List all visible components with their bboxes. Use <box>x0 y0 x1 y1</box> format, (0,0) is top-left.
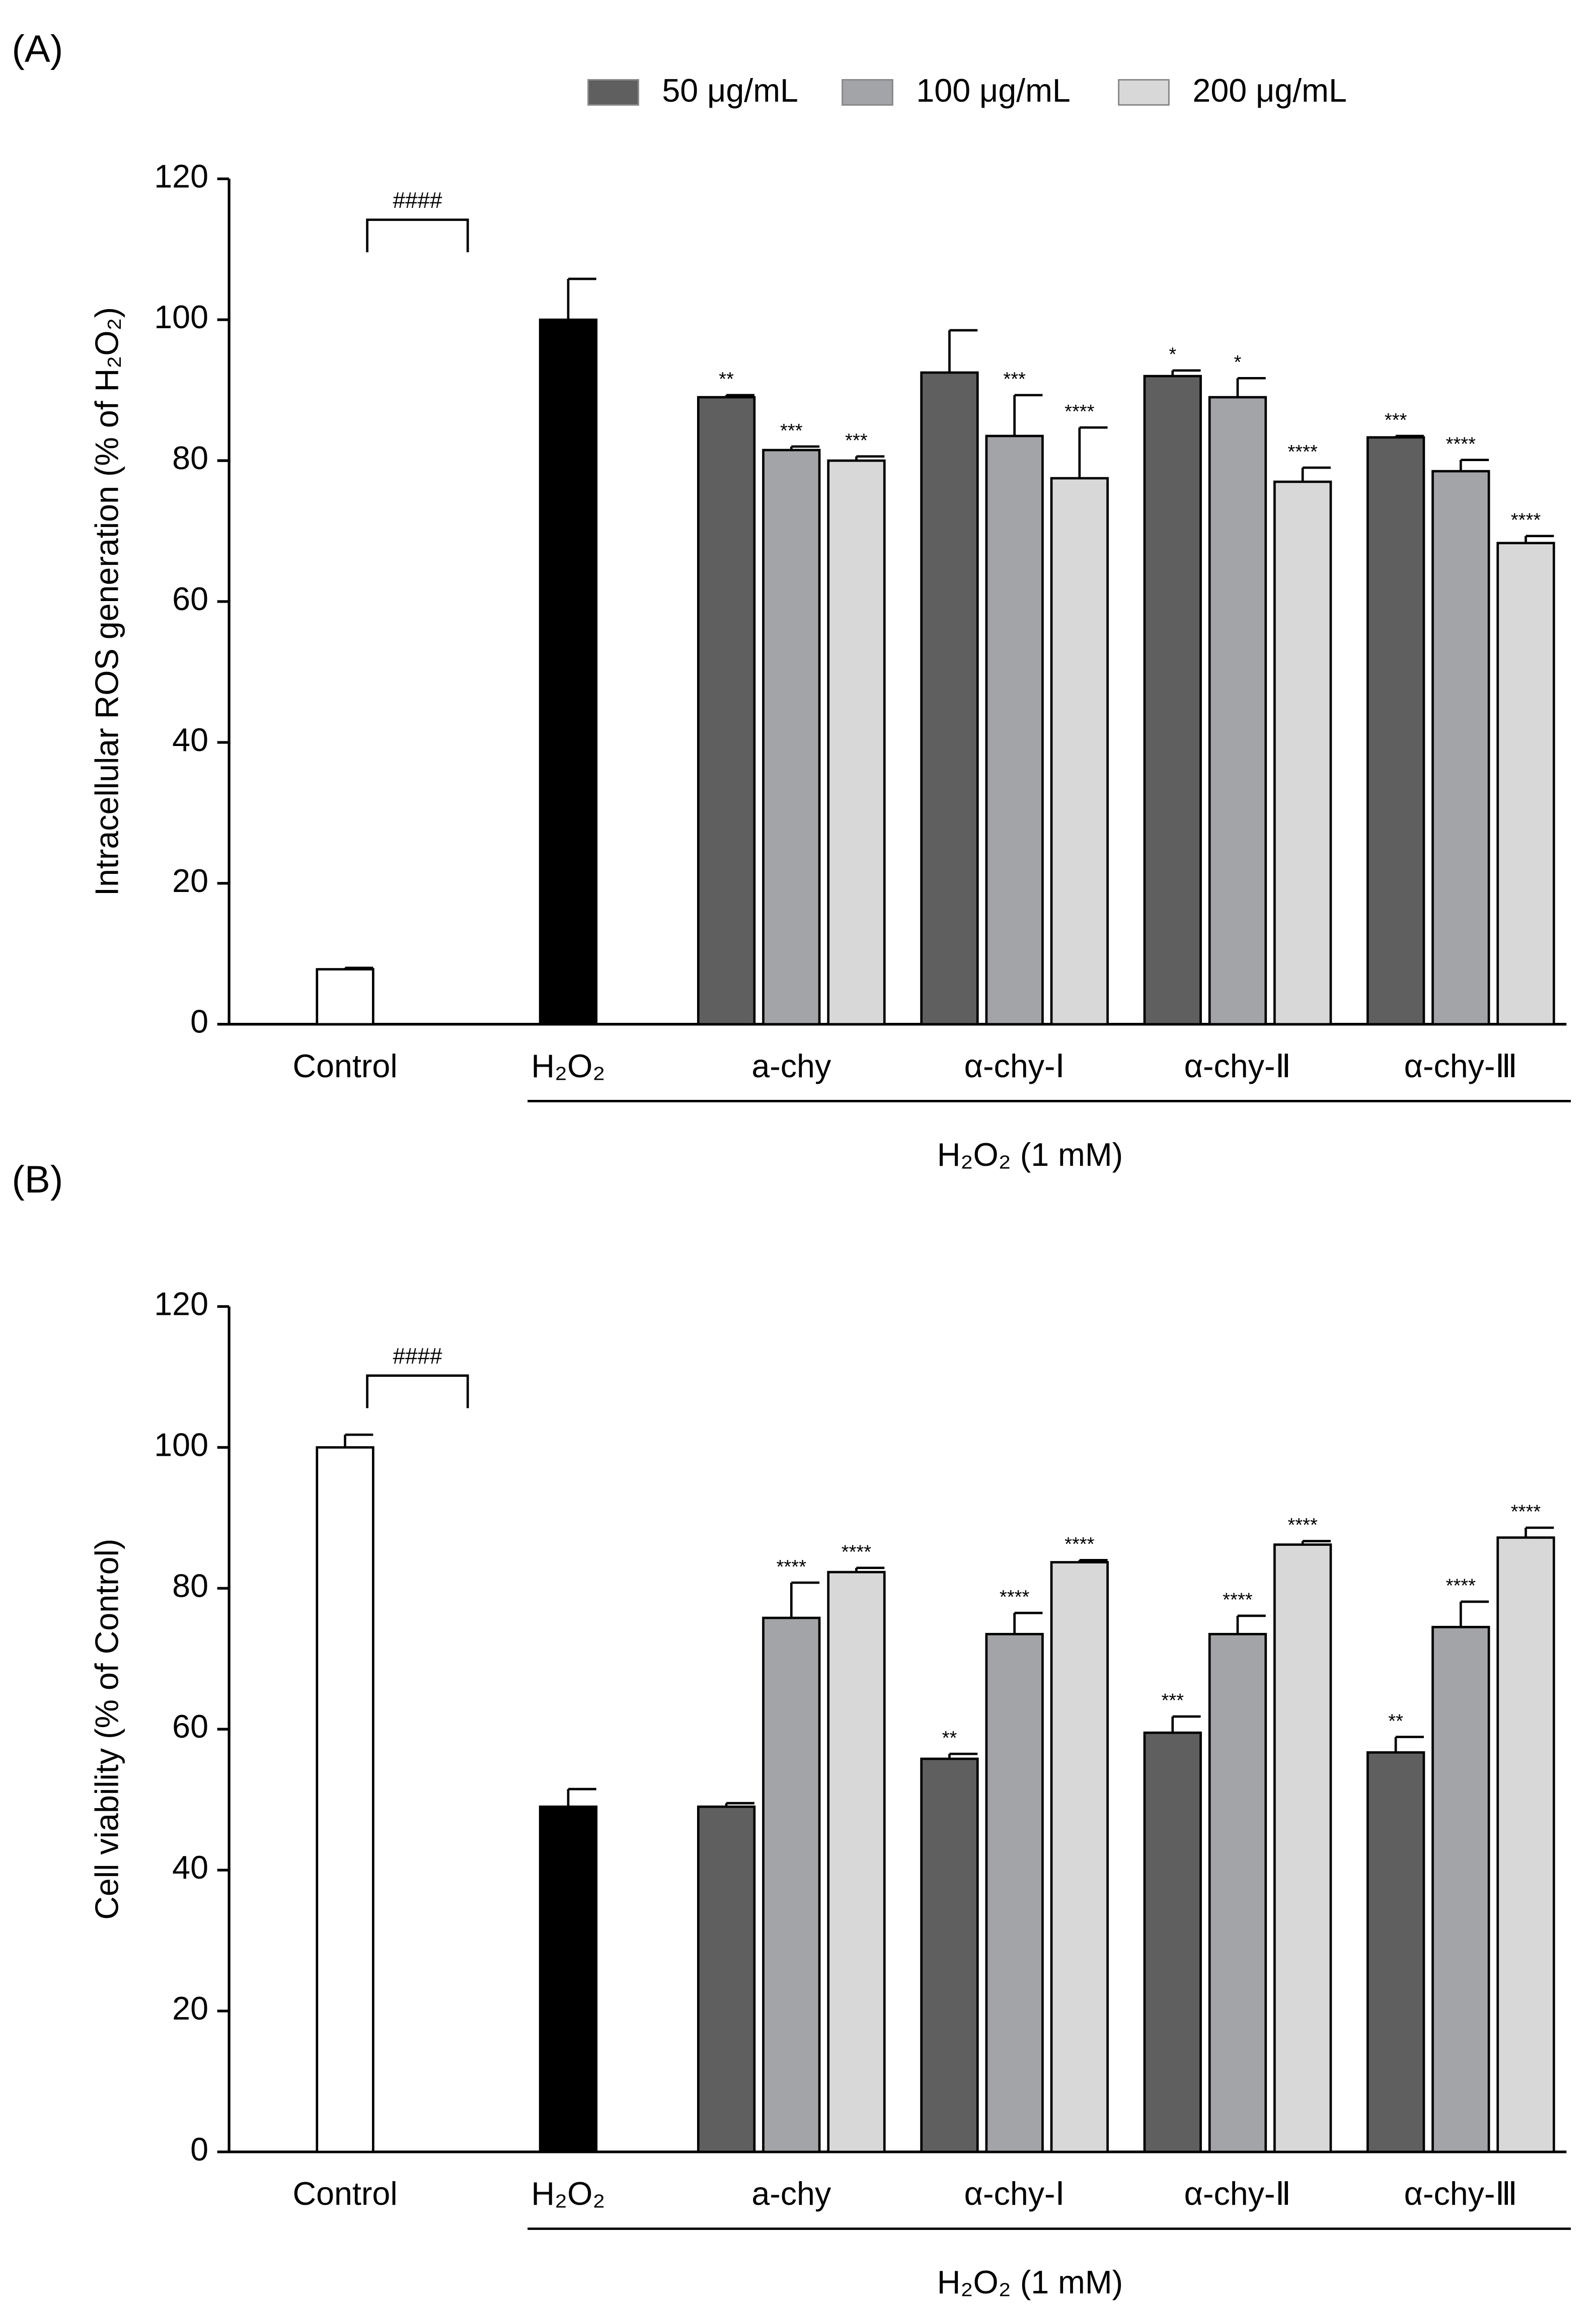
bar <box>1366 1751 1425 2153</box>
x-tick-label: H₂O₂ <box>531 2176 605 2212</box>
bar <box>316 968 374 1026</box>
y-tick-label: 0 <box>190 1004 208 1040</box>
legend-label: 100 μg/mL <box>916 72 1070 109</box>
y-tick-label: 60 <box>172 1708 208 1745</box>
x-tick-label: α-chy-Ⅰ <box>964 2176 1065 2212</box>
x-axis-label: H₂O₂ (1 mM) <box>937 2264 1123 2300</box>
bar <box>316 1446 374 2153</box>
x-tick-label: a-chy <box>751 1048 831 1084</box>
bar <box>920 1757 979 2153</box>
y-tick-label: 40 <box>172 1849 208 1886</box>
bar <box>539 318 598 1026</box>
significance-label: **** <box>1065 401 1095 422</box>
bar <box>1496 542 1555 1026</box>
significance-label: *** <box>1162 1690 1184 1711</box>
significance-label: **** <box>777 1556 807 1578</box>
significance-label: **** <box>1446 1575 1476 1597</box>
significance-label: *** <box>1385 409 1407 431</box>
significance-label: **** <box>1287 1514 1318 1536</box>
y-tick-label: 20 <box>172 1990 208 2027</box>
significance-label: ** <box>719 368 734 390</box>
significance-label: **** <box>1511 1501 1541 1523</box>
bar <box>1366 436 1425 1026</box>
panel-label: (B) <box>12 1158 63 1201</box>
bracket-label: #### <box>393 1344 442 1369</box>
significance-label: * <box>1234 351 1242 373</box>
x-tick-label: H₂O₂ <box>531 1048 605 1084</box>
y-axis-label: Intracellular ROS generation (% of H₂O₂) <box>89 307 125 896</box>
significance-label: **** <box>1065 1533 1095 1555</box>
bracket <box>366 218 469 253</box>
x-tick-label: α-chy-Ⅱ <box>1184 1048 1291 1084</box>
x-tick-label: Control <box>293 2176 398 2212</box>
x-tick-label: Control <box>293 1048 398 1084</box>
y-tick-label: 60 <box>172 581 208 617</box>
bar <box>827 1571 886 2153</box>
y-tick-label: 80 <box>172 440 208 476</box>
legend-label: 50 μg/mL <box>662 72 798 109</box>
significance-label: *** <box>780 420 803 441</box>
x-tick-label: α-chy-Ⅲ <box>1404 1048 1517 1084</box>
significance-label: ** <box>942 1727 957 1749</box>
significance-label: **** <box>1511 509 1541 531</box>
bar <box>1273 480 1332 1026</box>
significance-label: *** <box>1003 368 1026 390</box>
bar <box>539 1805 598 2153</box>
legend-swatch <box>842 79 893 106</box>
bar <box>1496 1536 1555 2153</box>
bar <box>1431 470 1490 1026</box>
y-tick-label: 100 <box>154 299 208 335</box>
x-tick-label: α-chy-Ⅲ <box>1404 2176 1517 2212</box>
x-tick-label: α-chy-Ⅰ <box>964 1048 1065 1084</box>
y-tick-label: 80 <box>172 1568 208 1604</box>
x-tick-label: a-chy <box>751 2176 831 2212</box>
legend-label: 200 μg/mL <box>1192 72 1346 109</box>
bar <box>1208 1632 1267 2153</box>
legend-swatch <box>587 79 639 106</box>
significance-label: **** <box>1446 433 1476 455</box>
bar <box>697 396 756 1026</box>
bar <box>1050 477 1109 1026</box>
bar <box>762 449 821 1026</box>
y-tick-label: 20 <box>172 863 208 899</box>
significance-label: **** <box>1000 1586 1030 1608</box>
x-axis-label: H₂O₂ (1 mM) <box>937 1137 1123 1173</box>
bracket-label: #### <box>393 188 442 213</box>
significance-label: **** <box>1287 441 1318 463</box>
bar <box>827 459 886 1026</box>
bar <box>1208 396 1267 1026</box>
y-tick-label: 0 <box>190 2131 208 2168</box>
bar <box>697 1805 756 2153</box>
y-tick-label: 40 <box>172 722 208 758</box>
significance-label: *** <box>845 429 868 451</box>
significance-label: ** <box>1388 1710 1403 1732</box>
bar <box>762 1616 821 2153</box>
y-tick-label: 120 <box>154 158 208 194</box>
bar <box>1431 1625 1490 2153</box>
bar <box>920 371 979 1026</box>
y-tick-label: 120 <box>154 1286 208 1322</box>
significance-label: **** <box>1223 1589 1253 1611</box>
y-axis-label: Cell viability (% of Control) <box>89 1539 125 1920</box>
significance-label: * <box>1169 344 1176 365</box>
bar <box>1143 375 1202 1026</box>
panel-label: (A) <box>12 28 63 70</box>
bar <box>1273 1543 1332 2153</box>
bar <box>985 434 1044 1026</box>
y-tick-label: 100 <box>154 1427 208 1463</box>
bar <box>1143 1731 1202 2153</box>
x-tick-label: α-chy-Ⅱ <box>1184 2176 1291 2212</box>
significance-label: **** <box>842 1541 872 1562</box>
bar <box>985 1632 1044 2153</box>
bar <box>1050 1561 1109 2153</box>
legend-swatch <box>1118 79 1170 106</box>
bracket <box>366 1374 469 1408</box>
